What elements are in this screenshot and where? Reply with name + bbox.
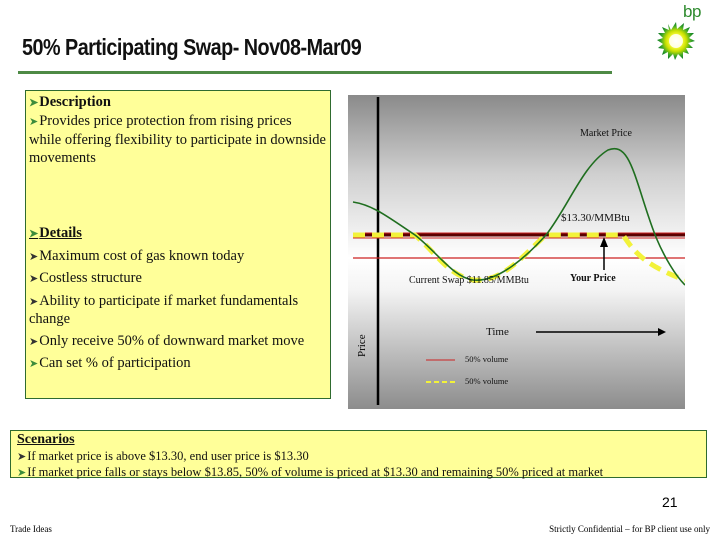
diagram-graphics	[352, 97, 685, 405]
bp-logo: bp	[636, 2, 720, 74]
y-axis-label: Price	[356, 334, 368, 357]
details-item: ➤Costless structure	[29, 270, 142, 286]
bullet-arrow-icon: ➤	[29, 295, 39, 308]
details-item: ➤Maximum cost of gas known today	[29, 247, 245, 264]
details-item: ➤Ability to participate if market fundam…	[29, 292, 299, 328]
legend-yellow-label: 50% volume	[465, 376, 509, 386]
swap-diagram: Price Market Price $13.30/MMBtu Current …	[348, 95, 685, 409]
bullet-arrow-icon: ➤	[17, 451, 27, 463]
details-item: ➤Can set % of participation	[29, 355, 191, 371]
current-swap-label: Current Swap $11.85/MMBtu	[409, 275, 529, 286]
scenario-item: ➤If market price falls or stays below $1…	[17, 464, 604, 479]
market-price-label: Market Price	[580, 128, 632, 139]
x-axis-label: Time	[486, 326, 509, 338]
scenarios-heading: Scenarios	[17, 432, 75, 447]
details-heading: ➤Details	[29, 225, 82, 241]
bullet-arrow-icon: ➤	[17, 466, 27, 479]
scenario-item: ➤If market price is above $13.30, end us…	[17, 449, 309, 463]
bullet-arrow-icon: ➤	[29, 335, 39, 348]
details-item: ➤Only receive 50% of downward market mov…	[29, 332, 305, 349]
bullet-arrow-icon: ➤	[29, 250, 39, 263]
bullet-arrow-icon: ➤	[29, 228, 39, 240]
your-price-label: Your Price	[570, 273, 616, 284]
bullet-arrow-icon: ➤	[29, 358, 39, 370]
logo-text: bp	[683, 2, 701, 21]
bullet-arrow-icon: ➤	[29, 97, 39, 109]
scenarios-box: Scenarios ➤If market price is above $13.…	[10, 430, 707, 479]
legend-red-label: 50% volume	[465, 354, 509, 364]
bullet-arrow-icon: ➤	[29, 116, 39, 128]
bullet-arrow-icon: ➤	[29, 273, 39, 285]
footer-confidential-text: Strictly Confidential – for BP client us…	[549, 524, 710, 534]
description-item: ➤Provides price protection from rising p…	[29, 113, 326, 166]
description-box: ➤Description ➤Provides price protection …	[25, 90, 331, 399]
page-number: 21	[662, 494, 678, 510]
description-heading: ➤Description	[29, 94, 111, 110]
page-title: 50% Participating Swap- Nov08-Mar09	[22, 34, 362, 60]
title-divider	[18, 71, 612, 74]
footer-left-text: Trade Ideas	[10, 524, 52, 534]
details-section: ➤Details ➤Maximum cost of gas known toda…	[29, 225, 327, 378]
helios-icon	[657, 22, 695, 60]
cap-price-label: $13.30/MMBtu	[561, 212, 630, 224]
